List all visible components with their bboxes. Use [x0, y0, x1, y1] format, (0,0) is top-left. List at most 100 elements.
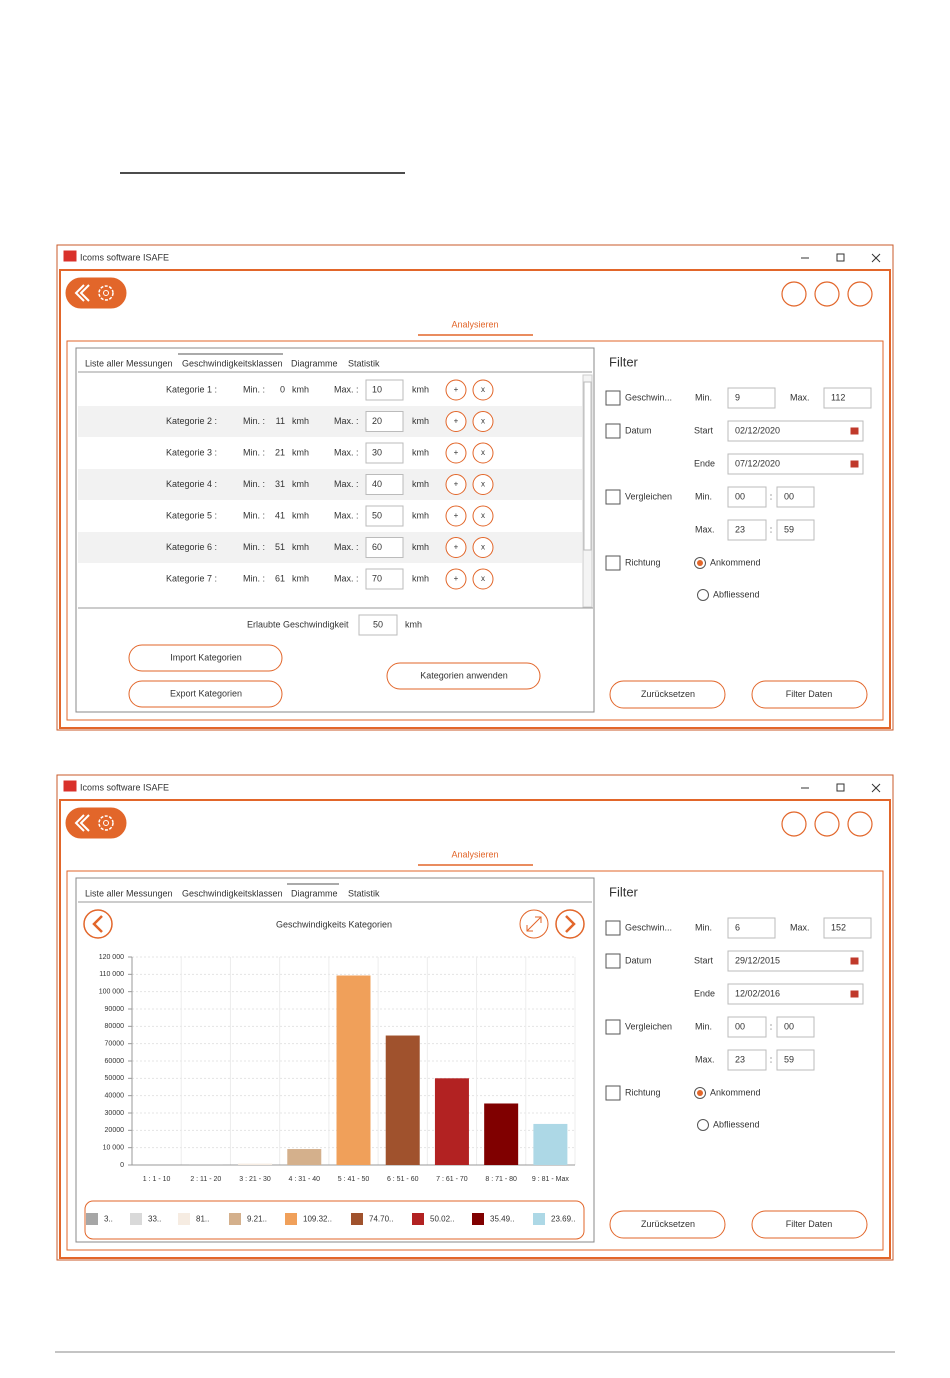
- input[interactable]: [727, 1049, 767, 1071]
- input[interactable]: [727, 1016, 767, 1038]
- label: Kategorie 1 :: [166, 384, 217, 394]
- calendar-icon[interactable]: [850, 990, 859, 998]
- add-button[interactable]: [445, 537, 467, 558]
- input-value: 152: [831, 922, 846, 932]
- toolbar-button[interactable]: [847, 811, 873, 837]
- panel-tab[interactable]: Statistik: [348, 888, 380, 898]
- button[interactable]: [609, 680, 726, 709]
- input-value: 12/02/2016: [735, 988, 780, 998]
- panel-tab[interactable]: Diagramme: [291, 358, 338, 368]
- input[interactable]: [776, 486, 815, 508]
- input[interactable]: [358, 614, 398, 636]
- input[interactable]: [365, 474, 404, 495]
- add-button[interactable]: [445, 568, 467, 590]
- panel-tab[interactable]: Geschwindigkeitsklassen: [182, 888, 283, 898]
- button[interactable]: [609, 1210, 726, 1239]
- remove-button[interactable]: [472, 505, 494, 527]
- input[interactable]: [365, 442, 404, 464]
- remove-button[interactable]: [472, 474, 494, 495]
- input[interactable]: [365, 411, 404, 432]
- add-button[interactable]: [445, 505, 467, 527]
- calendar-icon[interactable]: [850, 957, 859, 965]
- prev-button[interactable]: [83, 909, 113, 939]
- add-button[interactable]: [445, 474, 467, 495]
- toolbar-button[interactable]: [847, 281, 873, 307]
- panel-tab[interactable]: Liste aller Messungen: [85, 358, 173, 368]
- button[interactable]: [751, 680, 868, 709]
- input[interactable]: [727, 486, 767, 508]
- date-input[interactable]: [727, 983, 864, 1005]
- add-button[interactable]: [445, 442, 467, 464]
- label: Richtung: [625, 557, 661, 567]
- remove-button[interactable]: [472, 379, 494, 401]
- input[interactable]: [727, 519, 767, 541]
- button[interactable]: [128, 644, 283, 672]
- input[interactable]: [727, 387, 776, 409]
- button[interactable]: [751, 1210, 868, 1239]
- toolbar-button[interactable]: [814, 811, 840, 837]
- button[interactable]: [128, 680, 283, 708]
- calendar-icon[interactable]: [850, 460, 859, 468]
- button[interactable]: [386, 662, 541, 690]
- label: +: [454, 543, 459, 552]
- toolbar-button[interactable]: [781, 811, 807, 837]
- panel-tab[interactable]: Statistik: [348, 358, 380, 368]
- nav-pill[interactable]: [65, 277, 127, 309]
- label: Abfliessend: [713, 1119, 760, 1129]
- main-tab[interactable]: Analysieren: [451, 849, 498, 859]
- nav-pill[interactable]: [65, 807, 127, 839]
- input[interactable]: [365, 537, 404, 558]
- radio[interactable]: [697, 589, 709, 601]
- label: Richtung: [625, 1087, 661, 1097]
- date-input[interactable]: [727, 453, 864, 475]
- toolbar-button[interactable]: [781, 281, 807, 307]
- checkbox[interactable]: [605, 489, 621, 505]
- checkbox[interactable]: [605, 423, 621, 439]
- button-label[interactable]: Zurücksetzen: [641, 689, 695, 699]
- checkbox[interactable]: [605, 953, 621, 969]
- date-input[interactable]: [727, 950, 864, 972]
- input[interactable]: [823, 917, 872, 939]
- input[interactable]: [727, 917, 776, 939]
- maximize[interactable]: [836, 783, 845, 792]
- add-button[interactable]: [445, 379, 467, 401]
- maximize[interactable]: [836, 253, 845, 262]
- input[interactable]: [776, 519, 815, 541]
- calendar-icon[interactable]: [850, 427, 859, 435]
- input[interactable]: [776, 1016, 815, 1038]
- remove-button[interactable]: [472, 442, 494, 464]
- button-label[interactable]: Filter Daten: [786, 689, 833, 699]
- panel-tab[interactable]: Diagramme: [291, 888, 338, 898]
- checkbox[interactable]: [605, 1085, 621, 1101]
- add-button[interactable]: [445, 411, 467, 432]
- input[interactable]: [776, 1049, 815, 1071]
- scrollbar-thumb[interactable]: [583, 381, 592, 551]
- button-label[interactable]: Export Kategorien: [170, 688, 242, 698]
- y-tick-label: 80000: [105, 1023, 125, 1030]
- input[interactable]: [365, 379, 404, 401]
- radio[interactable]: [697, 1119, 709, 1131]
- y-tick-label: 20000: [105, 1127, 125, 1134]
- checkbox[interactable]: [605, 1019, 621, 1035]
- button-label[interactable]: Zurücksetzen: [641, 1219, 695, 1229]
- label: kmh: [292, 416, 309, 426]
- panel-tab[interactable]: Liste aller Messungen: [85, 888, 173, 898]
- input[interactable]: [823, 387, 872, 409]
- checkbox[interactable]: [605, 555, 621, 571]
- input[interactable]: [365, 568, 404, 590]
- checkbox[interactable]: [605, 920, 621, 936]
- input[interactable]: [365, 505, 404, 527]
- panel-tab[interactable]: Geschwindigkeitsklassen: [182, 358, 283, 368]
- button-label[interactable]: Import Kategorien: [170, 652, 242, 662]
- button-label[interactable]: Kategorien anwenden: [420, 670, 508, 680]
- date-input[interactable]: [727, 420, 864, 442]
- next-button[interactable]: [555, 909, 585, 939]
- remove-button[interactable]: [472, 537, 494, 558]
- checkbox[interactable]: [605, 390, 621, 406]
- toolbar-button[interactable]: [814, 281, 840, 307]
- main-tab[interactable]: Analysieren: [451, 319, 498, 329]
- remove-button[interactable]: [472, 568, 494, 590]
- button-label[interactable]: Filter Daten: [786, 1219, 833, 1229]
- remove-button[interactable]: [472, 411, 494, 432]
- app-icon: [63, 780, 77, 792]
